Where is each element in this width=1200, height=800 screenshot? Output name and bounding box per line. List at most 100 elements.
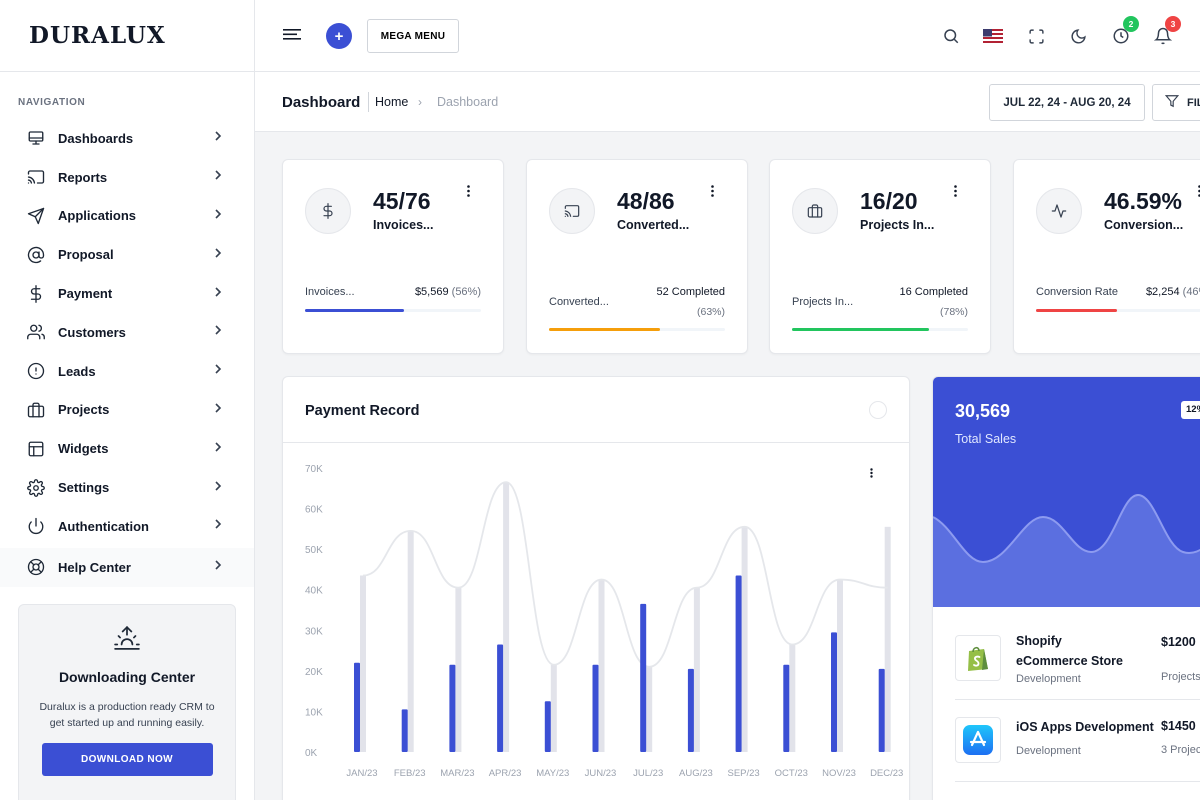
sidebar-item-applications[interactable]: Applications [0,197,254,236]
x-tick-label: SEP/23 [727,768,759,779]
bar-secondary [789,644,796,752]
date-range-button[interactable]: JUL 22, 24 - AUG 20, 24 [989,84,1145,121]
bell-icon[interactable]: 3 [1153,16,1181,46]
chevron-right-icon [214,479,224,497]
filter-label: FILTER [1187,96,1200,109]
stat-card: 45/76 Invoices... Invoices... $5,569 (56%) [282,159,504,354]
page-title: Dashboard [282,94,361,111]
more-vertical-icon[interactable] [467,184,479,200]
sidebar-item-dashboards[interactable]: Dashboards [0,119,254,158]
bar-secondary [407,530,414,752]
add-button[interactable]: + [326,23,352,49]
stat-subtitle: Conversion... [1104,218,1184,232]
menu-toggle-icon[interactable] [283,27,303,43]
send-icon [26,206,46,226]
project-name: Shopify eCommerce Store [1016,634,1123,668]
stat-value: 16/20 [860,188,918,214]
sidebar-item-label: Leads [58,363,96,379]
nav-list: Dashboards Reports Applications Proposal Pay… [0,119,254,587]
sidebar-item-projects[interactable]: Projects [0,391,254,430]
y-tick-label: 30K [305,626,323,637]
total-sales-card: 30,569 Total Sales 12% Shopify eCommerce… [932,376,1200,800]
project-price: $1200 [1161,635,1196,649]
bar-primary [497,644,504,752]
shopify-icon [955,635,1001,681]
sidebar-item-label: Payment [58,286,113,302]
breadcrumb-home[interactable]: Home [375,95,409,109]
sidebar-item-proposal[interactable]: Proposal [0,235,254,274]
gear-icon [26,478,46,498]
sidebar-item-authentication[interactable]: Authentication [0,507,254,546]
stat-card: 48/86 Converted... Converted... 52 Complete… [526,159,748,354]
bar-secondary [837,579,843,752]
search-icon[interactable] [941,26,961,46]
bar-primary [449,664,456,752]
project-meta: 3 Projects [1161,744,1200,756]
bar-secondary [741,526,748,752]
x-tick-label: FEB/23 [394,768,426,779]
bar-primary [544,701,551,752]
x-tick-label: DEC/23 [870,768,903,779]
project-item[interactable]: Shopify eCommerce Store Development $120… [955,633,1200,703]
x-tick-label: APR/23 [489,768,522,779]
sidebar-item-customers[interactable]: Customers [0,313,254,352]
stat-subtitle: Projects In... [860,218,935,232]
breadcrumb-current: Dashboard [437,95,499,109]
sidebar-item-payment[interactable]: Payment [0,274,254,313]
project-item[interactable]: iOS Apps Development Development $1450 3… [955,717,1200,777]
bar-primary [831,632,837,752]
stat-right-value: $5,569 (56%) [415,286,481,298]
stat-label: Projects In... [792,296,854,308]
mega-menu-button[interactable]: MEGA MENU [367,19,459,53]
stat-percent: (56%) [451,286,481,298]
x-tick-label: NOV/23 [822,768,856,779]
download-now-button[interactable]: DOWNLOAD NOW [41,743,213,776]
card-divider [283,442,909,443]
chevron-right-icon [214,285,224,303]
chevron-right-icon [214,207,224,225]
sidebar-item-label: Applications [58,208,137,224]
bar-secondary [550,664,557,752]
stat-label: Converted... [549,296,609,308]
more-vertical-icon[interactable] [954,184,966,200]
more-vertical-icon[interactable] [711,184,723,200]
notification-badge: 3 [1165,16,1181,32]
more-vertical-icon[interactable] [869,401,887,478]
monitor-icon [26,128,46,148]
alert-circle-icon [26,361,46,381]
chevron-right-icon [214,323,224,341]
x-tick-label: MAR/23 [440,768,474,779]
bar-primary [401,709,408,752]
stat-right-value: $2,254 (46%) [1146,286,1200,298]
chevron-right-icon [214,362,224,380]
x-tick-label: OCT/23 [775,768,808,779]
filter-button[interactable]: FILTER [1152,84,1200,121]
sidebar-item-reports[interactable]: Reports [0,158,254,197]
sidebar-item-widgets[interactable]: Widgets [0,429,254,468]
sidebar-item-label: Settings [58,480,110,496]
filter-icon [1164,94,1180,111]
bar-secondary [884,526,891,752]
sidebar-item-settings[interactable]: Settings [0,468,254,507]
chevron-right-icon [214,401,224,419]
sidebar: DURALUX NAVIGATION Dashboards Reports Appl… [0,0,255,800]
stat-amount: $5,569 [414,286,449,298]
sidebar-item-label: Dashboards [58,130,134,146]
clock-icon[interactable]: 2 [1111,16,1139,46]
bar-primary [354,662,360,752]
at-sign-icon [26,245,46,265]
us-flag-icon[interactable] [983,26,1003,46]
stat-value: 45/76 [373,188,431,214]
bar-secondary [646,666,653,752]
bar-primary [735,575,742,752]
sidebar-item-label: Help Center [58,559,131,575]
moon-icon[interactable] [1068,26,1088,46]
sidebar-item-label: Projects [58,402,110,418]
fullscreen-icon[interactable] [1026,26,1046,46]
sidebar-item-leads[interactable]: Leads [0,352,254,391]
app-store-icon [955,717,1001,763]
chevron-right-icon [214,440,224,458]
sidebar-item-help-center[interactable]: Help Center [0,547,254,587]
logo[interactable]: DURALUX [29,22,166,49]
progress-track [792,328,968,331]
